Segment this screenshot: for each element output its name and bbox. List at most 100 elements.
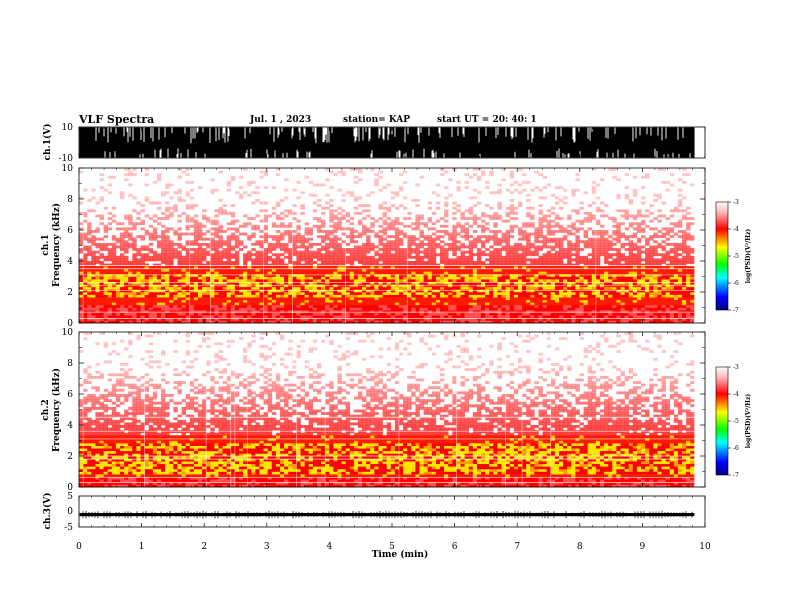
spectrogram-cell [128,261,133,264]
spectrogram-cell [427,235,433,239]
spectrogram-cell [267,276,273,280]
spectrogram-cell [202,281,207,285]
spectrogram-cell [329,271,334,275]
spectrogram-cell [362,307,367,311]
spectrogram-cell [345,266,351,270]
spectrogram-cell [165,240,170,244]
spectrogram-cell [202,263,207,267]
spectrogram-cell [517,268,523,272]
spectrogram-cell [325,315,330,319]
spectrogram-cell [222,281,227,285]
spectrogram-cell [505,310,511,313]
spectrogram-cell [218,315,223,319]
spectrogram-cell [468,320,474,324]
spectrogram-cell [79,292,84,295]
spectrogram-cell [390,294,396,298]
spectrogram-cell [419,299,424,303]
spectrogram-cell [206,315,211,319]
spectrogram-cell [234,271,240,275]
spectrogram-cell [517,255,523,259]
spectrogram-cell [345,317,351,321]
spectrogram-cell [366,237,371,241]
spectrogram-cell [218,294,223,298]
spectrogram-cell [378,224,383,228]
spectrogram-cell [366,209,371,213]
spectrogram-cell [83,237,88,241]
spectrogram-cell [472,271,478,275]
spectrogram-cell [411,240,416,244]
spectrogram-cell [522,307,527,311]
spectrogram-cell [489,266,494,270]
spectrogram-cell [538,263,543,267]
spectrogram-cell [534,250,539,254]
spectrogram-cell [472,289,478,293]
spectrogram-cell [493,222,498,226]
spectrogram-cell [288,320,293,324]
spectrogram-cell [243,292,248,295]
spectrogram-cell [378,258,383,262]
spectrogram-cell [394,235,400,239]
spectrogram-cell [378,289,383,293]
spectrogram-cell [374,294,379,298]
spectrogram-cell [407,297,412,301]
spectrogram-cell [79,276,84,280]
spectrogram-cell [390,196,396,200]
spectrogram-cell [509,297,515,301]
spectrogram-cell [423,286,428,290]
spectrogram-cell [280,317,285,321]
spectrogram-cell [497,310,502,313]
spectrogram-cell [398,317,404,321]
spectrogram-cell [124,214,129,218]
spectrogram-cell [522,286,527,290]
spectrogram-cell [321,211,326,215]
spectrogram-cell [329,237,334,241]
spectrogram-cell [292,307,297,311]
spectrogram-cell [419,312,424,316]
spectrogram-cell [177,188,182,192]
spectrogram-cell [275,224,281,228]
spectrogram-cell [316,310,322,313]
spectrogram-cell [226,276,232,280]
spectrogram-cell [284,317,289,321]
spectrogram-cell [275,217,281,220]
spectrogram-cell [493,317,498,321]
spectrogram-cell [296,299,301,303]
spectrogram-cell [304,261,310,264]
spectrogram-cell [522,255,527,259]
spectrogram-cell [448,310,453,313]
spectrogram-cell [403,276,408,280]
spectrogram-cell [87,273,92,277]
spectrogram-cell [234,242,240,246]
spectrogram-cell [136,307,141,311]
spectrogram-cell [337,219,342,223]
spectrogram-cell [189,273,195,277]
spectrogram-cell [337,304,342,308]
spectrogram-cell [472,312,478,316]
spectrogram-cell [509,224,515,228]
spectrogram-cell [341,315,346,319]
spectrogram-cell [247,279,252,282]
spectrogram-cell [444,261,449,264]
spectrogram-cell [275,230,281,233]
spectrogram-cell [357,211,363,215]
spectrogram-cell [357,168,363,171]
spectrogram-cell [296,276,301,280]
spectrogram-cell [411,297,416,301]
spectrogram-cell [210,304,215,308]
spectrogram-cell [489,289,494,293]
spectrogram-cell [312,299,318,303]
spectrogram-cell [271,245,277,249]
spectrogram-cell [370,242,375,246]
spectrogram-cell [509,253,515,257]
spectrogram-cell [362,232,367,236]
spectrogram-cell [329,263,334,267]
spectrogram-cell [448,286,453,290]
spectrogram-cell [522,320,527,324]
spectrogram-cell [415,248,420,251]
spectrogram-cell [345,307,351,311]
spectrogram-cell [288,255,293,259]
spectrogram-cell [132,222,137,226]
spectrogram-cell [136,217,141,220]
spectrogram-cell [238,268,244,272]
spectrogram-cell [107,191,113,195]
